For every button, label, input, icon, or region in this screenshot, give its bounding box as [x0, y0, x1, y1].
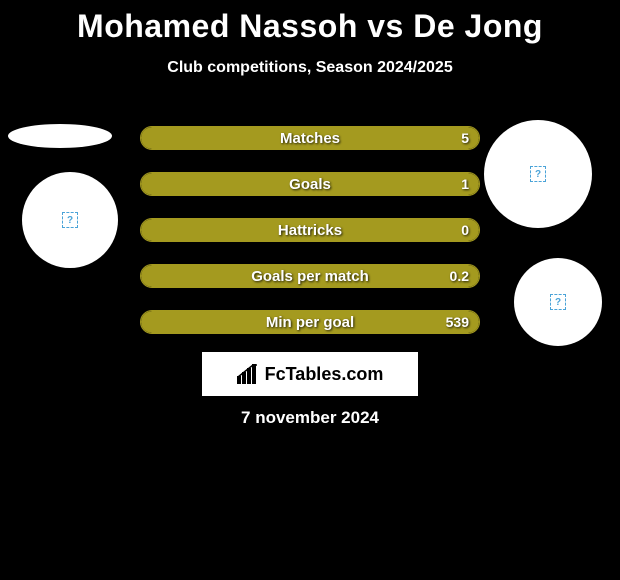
- date-caption: 7 november 2024: [0, 408, 620, 428]
- stat-bar: Min per goal 539: [140, 310, 480, 334]
- image-placeholder-icon: ?: [550, 294, 566, 310]
- left-player-avatar: ?: [22, 172, 118, 268]
- brand-badge: FcTables.com: [202, 352, 418, 396]
- stat-bar: Goals per match 0.2: [140, 264, 480, 288]
- brand-chart-icon: [237, 364, 259, 384]
- left-player-base-ellipse: [8, 124, 112, 148]
- stat-bar: Hattricks 0: [140, 218, 480, 242]
- stat-bar: Goals 1: [140, 172, 480, 196]
- stat-value-right: 0: [461, 219, 469, 241]
- right-player-avatar: ?: [484, 120, 592, 228]
- stat-label: Goals per match: [141, 265, 479, 287]
- stat-label: Hattricks: [141, 219, 479, 241]
- right-club-logo: ?: [514, 258, 602, 346]
- brand-text: FcTables.com: [265, 364, 384, 385]
- stat-value-right: 1: [461, 173, 469, 195]
- page-title: Mohamed Nassoh vs De Jong: [0, 0, 620, 45]
- stat-label: Goals: [141, 173, 479, 195]
- stat-label: Min per goal: [141, 311, 479, 333]
- image-placeholder-icon: ?: [62, 212, 78, 228]
- stat-value-right: 539: [446, 311, 469, 333]
- stat-label: Matches: [141, 127, 479, 149]
- stat-value-right: 0.2: [450, 265, 469, 287]
- comparison-card: Mohamed Nassoh vs De Jong Club competiti…: [0, 0, 620, 580]
- stat-value-right: 5: [461, 127, 469, 149]
- stat-bar: Matches 5: [140, 126, 480, 150]
- stats-panel: Matches 5 Goals 1 Hattricks 0 Goals per …: [140, 126, 480, 356]
- image-placeholder-icon: ?: [530, 166, 546, 182]
- subtitle: Club competitions, Season 2024/2025: [0, 59, 620, 77]
